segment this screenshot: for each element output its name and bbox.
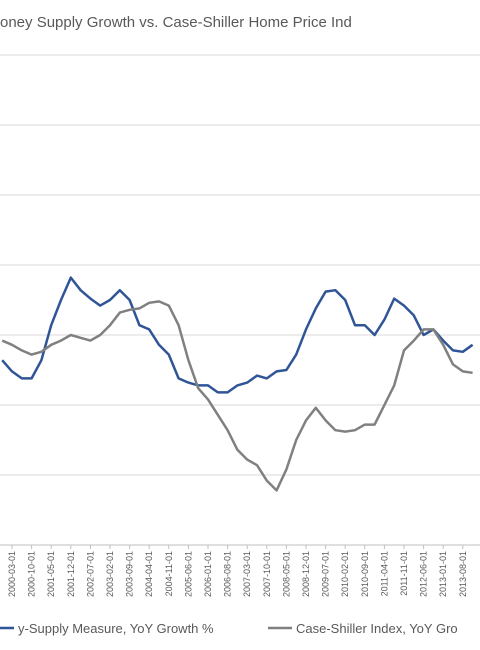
x-tick-label: 2006-01-01 <box>203 551 213 597</box>
x-tick-label: 2007-03-01 <box>242 551 252 597</box>
x-tick-label: 2008-05-01 <box>281 551 291 597</box>
x-tick-label: 2002-07-01 <box>85 551 95 597</box>
x-tick-label: 2001-05-01 <box>46 551 56 597</box>
legend-label: Case-Shiller Index, YoY Gro <box>296 621 458 636</box>
x-tick-label: 2000-03-01 <box>7 551 17 597</box>
x-tick-label: 2004-11-01 <box>164 551 174 596</box>
chart-title: oney Supply Growth vs. Case-Shiller Home… <box>0 14 352 31</box>
x-tick-label: 2013-08-01 <box>458 551 468 597</box>
series-line <box>1 276 474 394</box>
x-tick-label: 2010-09-01 <box>360 551 370 597</box>
x-tick-label: 2013-01-01 <box>438 551 448 597</box>
legend-label: y-Supply Measure, YoY Growth % <box>18 621 214 636</box>
x-tick-label: 2011-11-01 <box>399 551 409 596</box>
x-tick-label: 2008-12-01 <box>301 551 311 597</box>
x-tick-label: 2010-02-01 <box>340 551 350 597</box>
x-tick-label: 2006-08-01 <box>223 551 233 597</box>
x-tick-label: 2007-10-01 <box>262 551 272 597</box>
x-tick-label: 2012-06-01 <box>419 551 429 597</box>
x-tick-label: 2009-07-01 <box>321 551 331 597</box>
x-tick-label: 2011-04-01 <box>379 551 389 596</box>
x-tick-label: 2003-02-01 <box>105 551 115 597</box>
x-tick-label: 2001-12-01 <box>66 551 76 597</box>
x-tick-label: 2005-06-01 <box>183 551 193 597</box>
x-tick-label: 2004-04-01 <box>144 551 154 597</box>
x-tick-label: 2003-09-01 <box>125 551 135 597</box>
x-tick-label: 2000-10-01 <box>27 551 37 597</box>
series-line <box>1 300 473 492</box>
